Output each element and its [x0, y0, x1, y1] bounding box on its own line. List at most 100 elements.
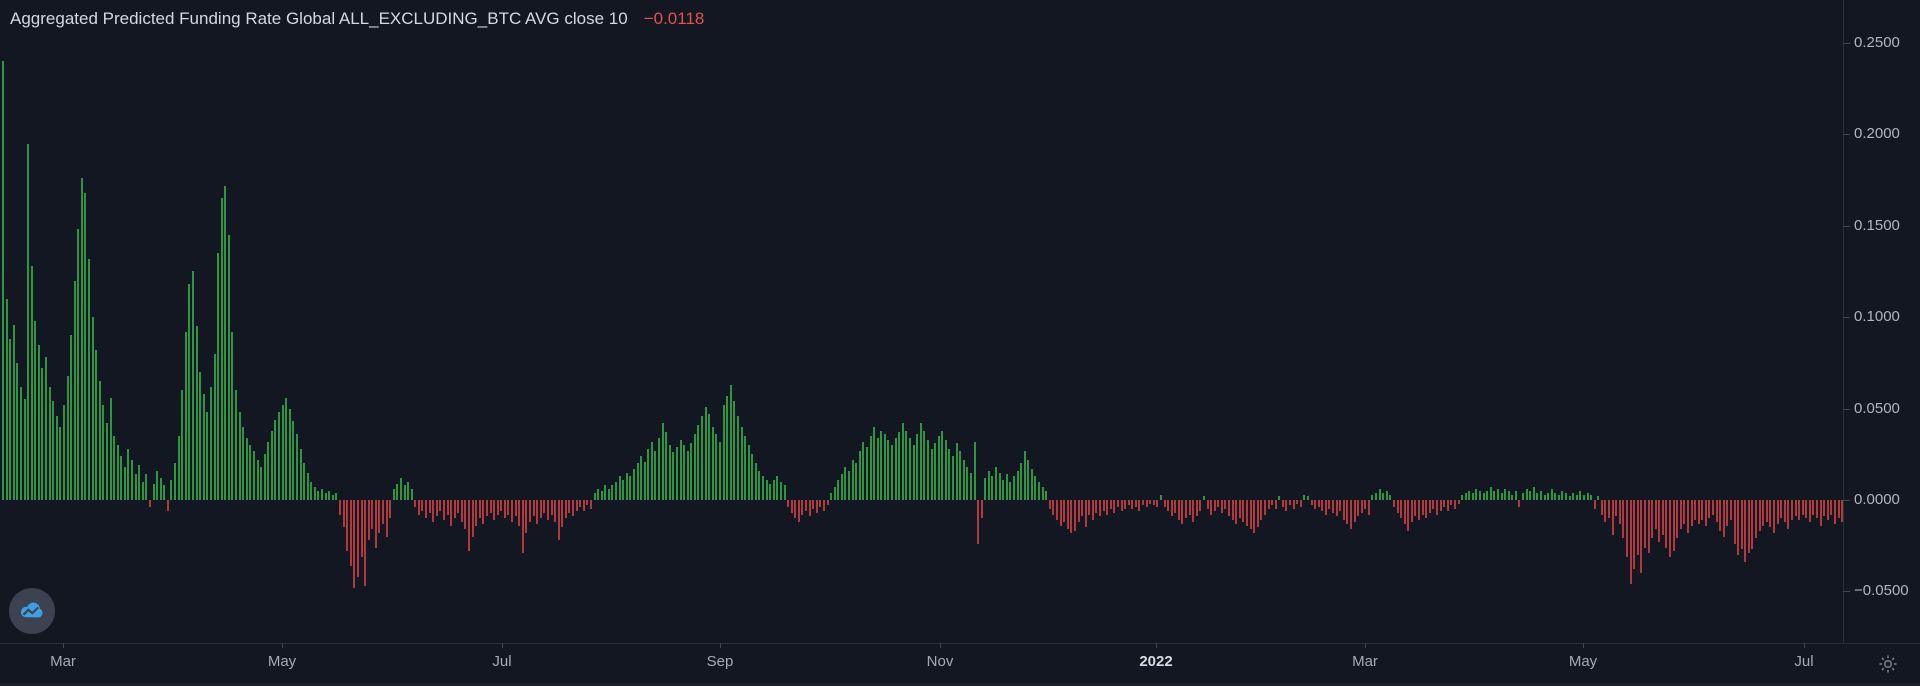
histogram-bar — [999, 473, 1001, 500]
histogram-bar — [809, 500, 811, 516]
histogram-bar — [1644, 500, 1646, 548]
histogram-bar — [1719, 500, 1721, 531]
histogram-bar — [1655, 500, 1657, 529]
histogram-bar — [375, 500, 377, 548]
logo-button[interactable] — [9, 588, 55, 634]
histogram-bar — [547, 500, 549, 520]
histogram-bar — [188, 284, 190, 500]
histogram-bar — [1633, 500, 1635, 569]
histogram-bar — [841, 474, 843, 500]
histogram-bar — [1314, 500, 1316, 509]
price-axis[interactable]: 0.2500 0.2000 0.1500 0.1000 0.0500 0.0000 −0.0… — [1843, 0, 1920, 643]
histogram-bar — [1450, 500, 1452, 505]
x-axis-label: Jul — [1794, 653, 1814, 670]
histogram-bar — [450, 500, 452, 526]
histogram-bar — [99, 381, 101, 500]
histogram-bar — [758, 471, 760, 500]
histogram-bar — [371, 500, 373, 529]
histogram-bar — [708, 414, 710, 500]
histogram-bar — [1318, 500, 1320, 507]
histogram-bar — [425, 500, 427, 518]
histogram-bar — [9, 339, 11, 500]
histogram-bar — [1766, 500, 1768, 522]
settings-button[interactable] — [1876, 652, 1900, 676]
histogram-bar — [1805, 500, 1807, 518]
gear-icon — [1878, 654, 1898, 674]
histogram-bar — [1726, 500, 1728, 526]
histogram-bar — [891, 445, 893, 500]
histogram-bar — [2, 61, 4, 500]
histogram-bar — [1612, 500, 1614, 535]
histogram-bar — [1343, 500, 1345, 520]
histogram-bar — [1673, 500, 1675, 551]
histogram-bar — [95, 350, 97, 500]
histogram-bar — [1486, 491, 1488, 500]
histogram-bar — [905, 431, 907, 500]
histogram-bar — [1332, 500, 1334, 513]
histogram-bar — [1328, 500, 1330, 509]
histogram-bar — [1034, 476, 1036, 500]
histogram-bar — [816, 500, 818, 513]
histogram-bar — [1106, 500, 1108, 515]
histogram-bar — [1691, 500, 1693, 526]
histogram-bar — [228, 235, 230, 500]
histogram-bar — [396, 484, 398, 500]
histogram-bar — [898, 432, 900, 500]
histogram-bar — [1454, 500, 1456, 509]
histogram-bar — [794, 500, 796, 518]
y-axis-label: 0.0500 — [1854, 400, 1900, 417]
bottom-edge — [0, 683, 1920, 686]
histogram-bar — [335, 493, 337, 500]
histogram-bar — [1221, 500, 1223, 513]
histogram-bar — [640, 456, 642, 500]
histogram-bar — [615, 482, 617, 500]
histogram-bar — [221, 198, 223, 500]
histogram-bar — [565, 500, 567, 518]
y-axis-label: −0.0500 — [1854, 582, 1909, 599]
histogram-bar — [741, 427, 743, 500]
histogram-bar — [1569, 496, 1571, 500]
histogram-bar — [41, 368, 43, 500]
histogram-bar — [1472, 493, 1474, 500]
histogram-bar — [131, 460, 133, 500]
x-axis-tick — [1156, 643, 1157, 648]
histogram-bar — [1540, 491, 1542, 500]
histogram-bar — [705, 407, 707, 500]
histogram-bar — [1160, 495, 1162, 500]
histogram-bar — [1382, 493, 1384, 500]
histogram-bar — [733, 401, 735, 500]
histogram-bar — [1579, 491, 1581, 500]
chart-pane[interactable] — [0, 0, 1843, 643]
histogram-bar — [1791, 500, 1793, 520]
histogram-bar — [102, 405, 104, 500]
indicator-legend[interactable]: Aggregated Predicted Funding Rate Global… — [10, 9, 704, 29]
histogram-bar — [1630, 500, 1632, 584]
time-axis[interactable]: Mar May Jul Sep Nov 2022 Mar May Jul — [0, 643, 1920, 686]
histogram-bar — [662, 423, 664, 500]
histogram-bar — [1228, 500, 1230, 516]
histogram-bar — [321, 489, 323, 500]
x-axis-tick — [63, 643, 64, 648]
histogram-bar — [1551, 489, 1553, 500]
histogram-bar — [1232, 500, 1234, 520]
histogram-bar — [590, 500, 592, 509]
histogram-bar — [923, 431, 925, 500]
histogram-bar — [1113, 500, 1115, 513]
histogram-bar — [981, 500, 983, 518]
histogram-bar — [551, 500, 553, 515]
histogram-bar — [791, 500, 793, 513]
histogram-bar — [1002, 480, 1004, 500]
histogram-bar — [515, 500, 517, 516]
histogram-bar — [1142, 500, 1144, 505]
histogram-bar — [1554, 493, 1556, 500]
histogram-bar — [468, 500, 470, 551]
histogram-bar — [504, 500, 506, 518]
histogram-bar — [1153, 500, 1155, 505]
histogram-bar — [1368, 500, 1370, 515]
histogram-bar — [1705, 500, 1707, 526]
histogram-bar — [1834, 500, 1836, 524]
histogram-bar — [518, 500, 520, 526]
histogram-bar — [927, 440, 929, 500]
histogram-bar — [454, 500, 456, 518]
